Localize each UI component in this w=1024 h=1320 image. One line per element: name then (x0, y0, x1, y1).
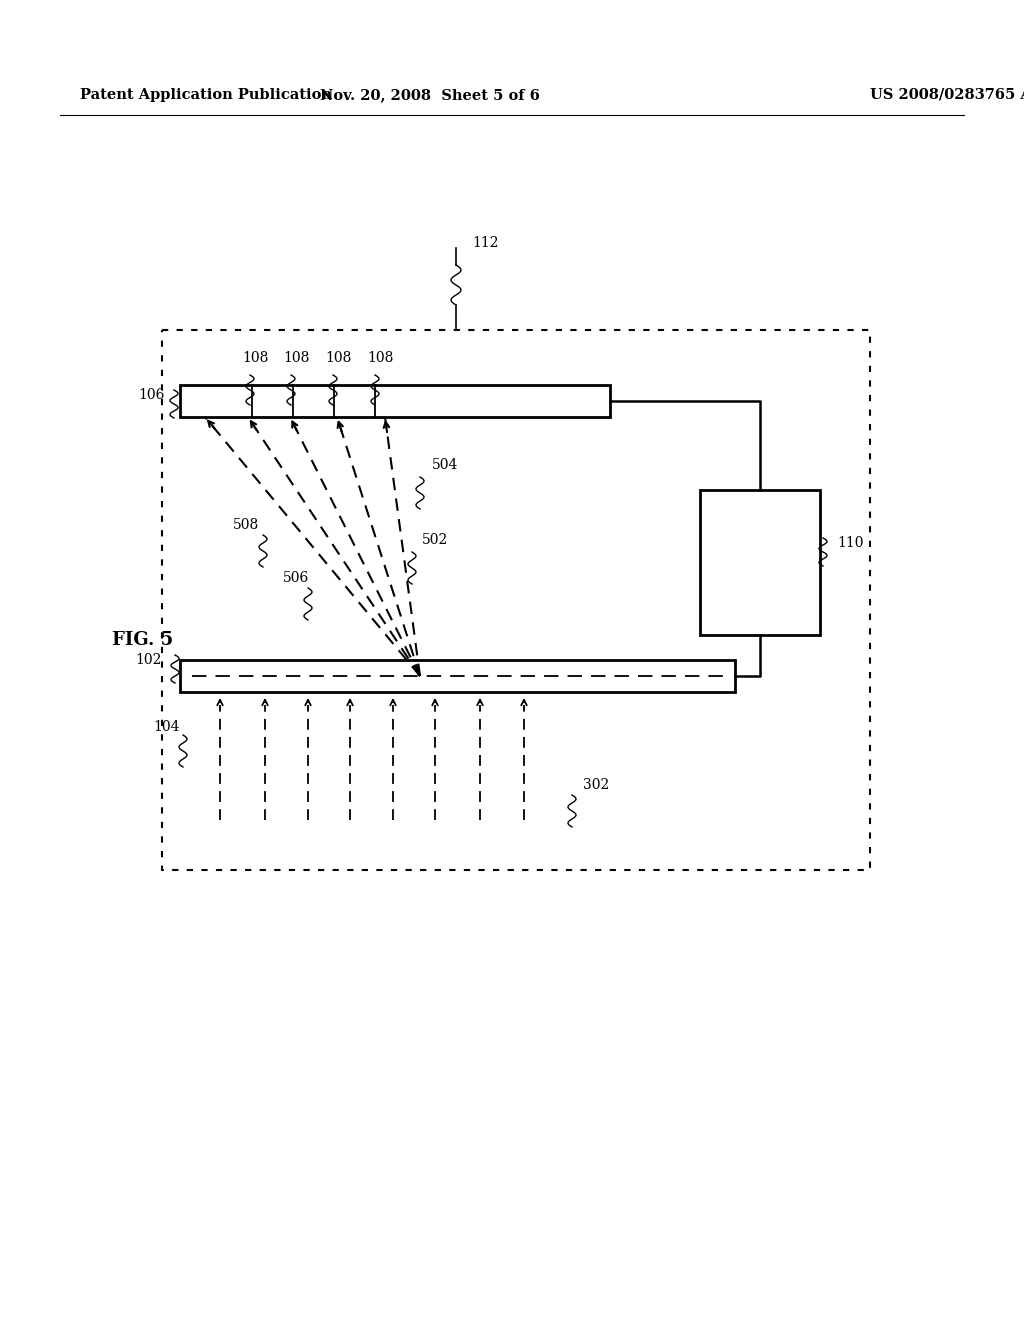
Text: US 2008/0283765 A1: US 2008/0283765 A1 (870, 88, 1024, 102)
Text: Nov. 20, 2008  Sheet 5 of 6: Nov. 20, 2008 Sheet 5 of 6 (321, 88, 540, 102)
Text: 502: 502 (422, 533, 449, 546)
Text: 108: 108 (367, 351, 393, 366)
Bar (180, 385, 610, 417)
Text: FIG. 5: FIG. 5 (112, 631, 173, 649)
Text: 108: 108 (242, 351, 268, 366)
Text: 106: 106 (138, 388, 165, 403)
Text: 504: 504 (432, 458, 459, 473)
Text: 104: 104 (153, 719, 179, 734)
Text: 108: 108 (283, 351, 309, 366)
Text: 112: 112 (472, 236, 499, 249)
Text: 110: 110 (837, 536, 863, 550)
Text: Patent Application Publication: Patent Application Publication (80, 88, 332, 102)
Text: 506: 506 (283, 572, 309, 585)
Bar (180, 660, 735, 692)
Text: 108: 108 (325, 351, 351, 366)
Text: 102: 102 (135, 653, 162, 667)
Bar (700, 490, 820, 635)
Text: 302: 302 (583, 777, 609, 792)
Bar (162, 330, 870, 870)
Text: 508: 508 (233, 517, 259, 532)
